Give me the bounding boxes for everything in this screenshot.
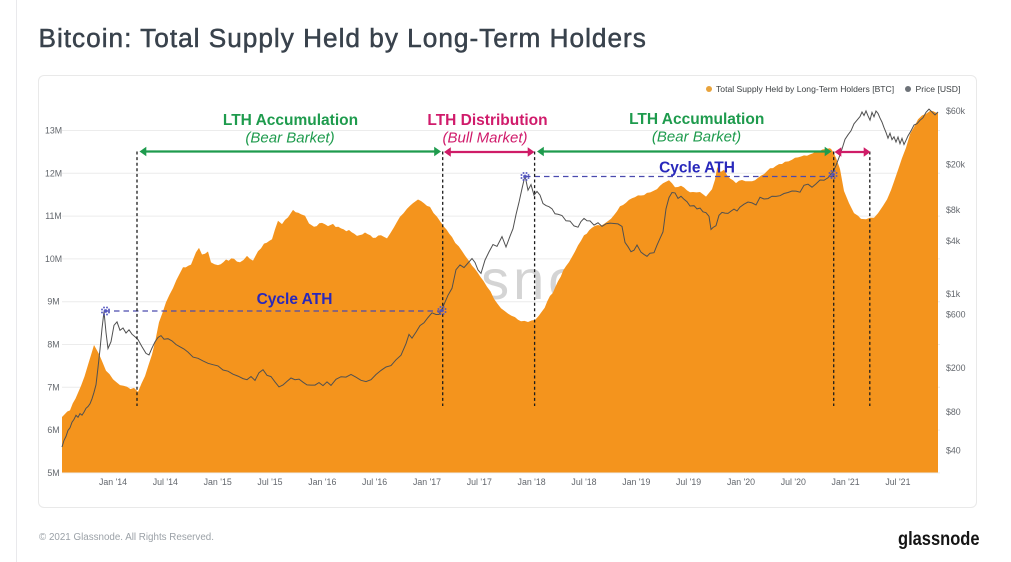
svg-text:Cycle ATH: Cycle ATH [659, 160, 735, 177]
svg-text:10M: 10M [45, 254, 62, 264]
svg-text:LTH Accumulation: LTH Accumulation [223, 112, 358, 129]
svg-text:Jan '20: Jan '20 [727, 477, 755, 487]
svg-text:Jan '18: Jan '18 [518, 477, 546, 487]
svg-text:(Bear Barket): (Bear Barket) [245, 130, 334, 147]
svg-text:© 2021 Glassnode. All Rights R: © 2021 Glassnode. All Rights Reserved. [39, 532, 214, 543]
svg-text:12M: 12M [45, 168, 62, 178]
svg-text:Jul '19: Jul '19 [676, 477, 701, 487]
svg-text:$60k: $60k [946, 106, 966, 116]
svg-text:11M: 11M [45, 211, 61, 221]
svg-text:Jul '18: Jul '18 [571, 477, 596, 487]
svg-text:Jan '21: Jan '21 [832, 477, 860, 487]
svg-text:8M: 8M [47, 340, 59, 350]
svg-text:$600: $600 [946, 310, 966, 320]
svg-text:6M: 6M [47, 425, 59, 435]
svg-text:glassnode: glassnode [898, 529, 980, 550]
svg-text:Jan '19: Jan '19 [622, 477, 650, 487]
svg-text:Jan '17: Jan '17 [413, 477, 441, 487]
svg-text:(Bear Barket): (Bear Barket) [652, 129, 741, 146]
svg-text:LTH Accumulation: LTH Accumulation [629, 111, 764, 128]
svg-text:$20k: $20k [946, 160, 966, 170]
svg-text:9M: 9M [47, 297, 59, 307]
svg-text:$80: $80 [946, 407, 961, 417]
svg-text:$8k: $8k [946, 205, 961, 215]
svg-text:Jan '14: Jan '14 [99, 477, 127, 487]
svg-text:13M: 13M [45, 126, 62, 136]
svg-text:$40: $40 [946, 446, 961, 456]
svg-text:Jul '20: Jul '20 [781, 477, 806, 487]
svg-text:Jul '17: Jul '17 [467, 477, 492, 487]
svg-text:Price [USD]: Price [USD] [916, 84, 961, 94]
svg-text:Bitcoin: Total Supply Held by: Bitcoin: Total Supply Held by Long-Term … [39, 23, 647, 53]
svg-text:$200: $200 [946, 363, 966, 373]
svg-text:Cycle ATH: Cycle ATH [257, 291, 333, 308]
svg-text:Total Supply Held by Long-Term: Total Supply Held by Long-Term Holders [… [716, 84, 894, 94]
svg-text:5M: 5M [47, 468, 59, 478]
svg-text:LTH Distribution: LTH Distribution [427, 112, 547, 129]
svg-text:Jul '21: Jul '21 [885, 477, 910, 487]
svg-text:7M: 7M [47, 382, 59, 392]
svg-text:Jan '15: Jan '15 [204, 477, 232, 487]
svg-text:$1k: $1k [946, 289, 961, 299]
svg-text:Jul '15: Jul '15 [257, 477, 282, 487]
svg-text:Jan '16: Jan '16 [308, 477, 336, 487]
svg-text:(Bull Market): (Bull Market) [442, 130, 527, 147]
svg-text:Jul '16: Jul '16 [362, 477, 387, 487]
svg-text:Jul '14: Jul '14 [153, 477, 178, 487]
svg-text:$4k: $4k [946, 236, 961, 246]
